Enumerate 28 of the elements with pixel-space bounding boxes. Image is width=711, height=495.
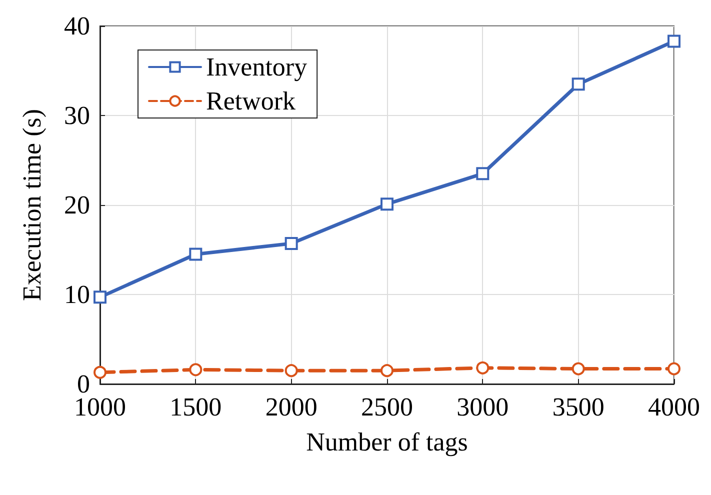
point	[189, 363, 202, 376]
point	[94, 290, 106, 304]
point	[284, 364, 298, 378]
point	[476, 167, 490, 180]
y-tick-label: 30	[64, 101, 90, 130]
x-axis-title: Number of tags	[306, 428, 468, 456]
x-tick-label: 3500	[552, 392, 604, 422]
y-tick-label: 40	[64, 12, 90, 40]
point	[284, 236, 298, 250]
x-tick-label: 2000	[265, 392, 318, 422]
legend-label: Inventory	[206, 52, 308, 82]
point	[189, 248, 202, 261]
point	[668, 362, 680, 376]
point	[380, 364, 394, 378]
x-tick-label: 3000	[456, 392, 509, 422]
point	[572, 78, 585, 91]
x-tick-label: 1500	[170, 392, 222, 422]
x-tick-label: 2500	[361, 392, 413, 422]
legend-label: Retwork	[206, 86, 296, 116]
y-tick-label: 10	[64, 280, 90, 309]
point	[668, 34, 680, 48]
point	[94, 366, 106, 379]
point	[476, 361, 490, 374]
y-tick-label: 20	[64, 190, 90, 220]
point	[380, 198, 394, 211]
point	[572, 362, 585, 376]
y-axis-title: Execution time (s)	[18, 108, 46, 302]
x-tick-label: 4000	[648, 392, 700, 422]
